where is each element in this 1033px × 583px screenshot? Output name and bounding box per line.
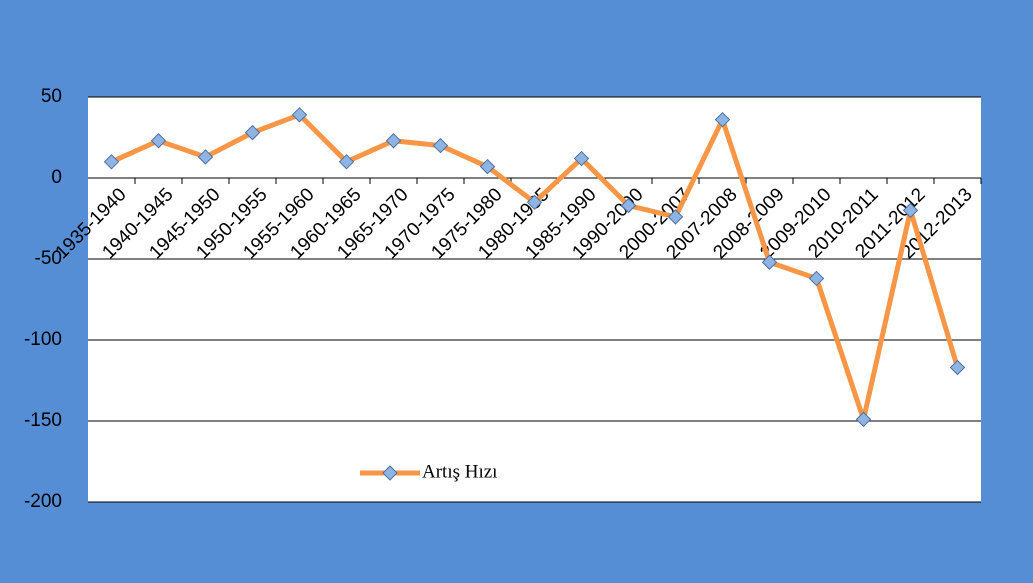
y-tick-label: -100 — [24, 329, 62, 350]
marker — [526, 194, 543, 211]
legend-label: Artış Hızı — [422, 461, 497, 482]
marker — [479, 158, 496, 175]
marker — [808, 270, 825, 287]
marker — [667, 209, 684, 225]
marker — [432, 137, 449, 154]
marker — [103, 154, 120, 170]
y-tick-label: -200 — [24, 491, 62, 512]
marker — [291, 107, 308, 123]
y-tick-label: 50 — [41, 86, 62, 107]
marker — [855, 411, 872, 428]
marker — [244, 124, 261, 141]
marker — [150, 133, 167, 149]
marker — [902, 202, 919, 219]
marker — [338, 154, 355, 170]
marker — [714, 111, 731, 128]
legend-marker — [382, 465, 398, 481]
marker — [761, 254, 778, 270]
y-tick-label: -50 — [35, 248, 62, 269]
y-tick-label: -150 — [24, 410, 62, 431]
marker — [949, 359, 966, 376]
marker — [620, 197, 637, 214]
y-tick-label: 0 — [51, 167, 62, 188]
marker — [573, 150, 590, 167]
marker — [385, 133, 402, 149]
marker — [197, 149, 214, 165]
plot-area — [88, 97, 981, 502]
